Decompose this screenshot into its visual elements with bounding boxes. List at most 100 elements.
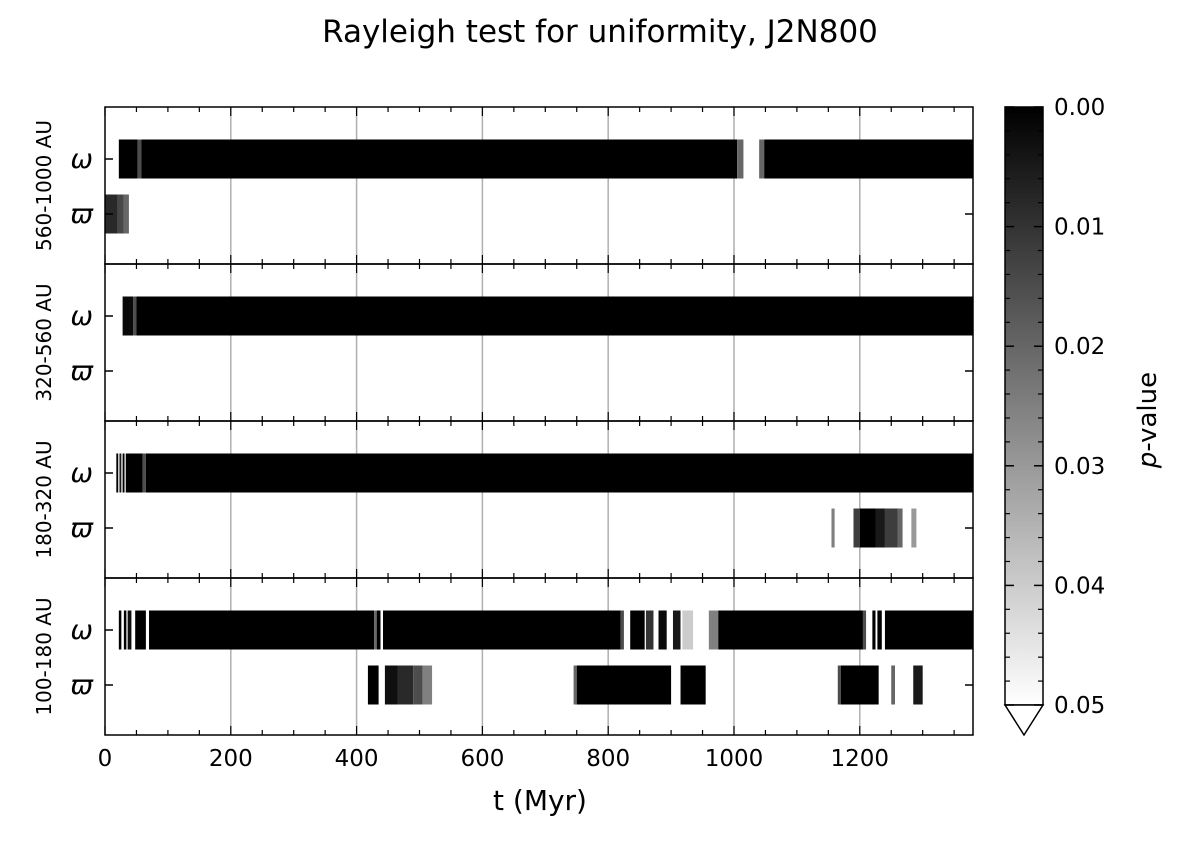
- row-label-ϖ: ϖ: [70, 199, 94, 230]
- colorbar-ticks: 0.00 0.01 0.02 0.03 0.04 0.05: [1005, 95, 1105, 719]
- band-ϖ-segment: [384, 665, 398, 705]
- x-axis: 0 200 400 600 800 1000 1200: [98, 746, 889, 772]
- x-tick-label: 1200: [831, 746, 890, 772]
- band-ω-segment: [737, 139, 744, 179]
- colorbar: 0.00 0.01 0.02 0.03 0.04 0.05 p-value: [1003, 95, 1163, 737]
- band-ω-segment: [118, 139, 138, 179]
- panel-180-320 AU: ωϖ 180-320 AU: [32, 420, 974, 579]
- band-ω-segment: [708, 610, 719, 650]
- band-ϖ-segment: [576, 665, 672, 705]
- panel-100-180 AU: ωϖ 100-180 AU: [32, 577, 974, 736]
- x-tick-label: 600: [460, 746, 504, 772]
- band-ϖ-segment: [884, 508, 898, 548]
- colorbar-gradient: [1004, 106, 1044, 706]
- row-label-ω: ω: [70, 144, 93, 175]
- band-ϖ-segment: [911, 508, 917, 548]
- band-ω-segment: [116, 453, 119, 493]
- row-label-ω: ω: [70, 615, 93, 646]
- x-axis-label: t (Myr): [493, 784, 587, 817]
- band-ω-segment: [135, 610, 146, 650]
- panel-frame: [104, 577, 974, 736]
- band-ω-segment: [877, 610, 882, 650]
- panel-frame: [104, 263, 974, 422]
- colorbar-tick-label: 0.04: [1054, 573, 1105, 599]
- band-ω-segment: [718, 610, 863, 650]
- row-label-ω: ω: [70, 301, 93, 332]
- band-ϖ-segment: [123, 194, 129, 234]
- band-ϖ-segment: [117, 194, 124, 234]
- band-ω-segment: [383, 610, 621, 650]
- band-ω-segment: [133, 296, 137, 336]
- band-ω-segment: [672, 610, 681, 650]
- x-tick-label: 400: [335, 746, 379, 772]
- band-ω-segment: [149, 610, 375, 650]
- band-ω-segment: [119, 453, 122, 493]
- row-label-ϖ: ϖ: [70, 670, 94, 701]
- band-ϖ-segment: [831, 508, 835, 548]
- band-ϖ-segment: [573, 665, 577, 705]
- row-label-ω: ω: [70, 458, 93, 489]
- band-ω-segment: [620, 610, 624, 650]
- band-ω-segment: [136, 296, 973, 336]
- band-ω-segment: [872, 610, 876, 650]
- band-ω-segment: [122, 453, 125, 493]
- band-ω-segment: [125, 453, 143, 493]
- band-ϖ-segment: [897, 508, 903, 548]
- band-ω-segment: [118, 610, 122, 650]
- chart-title: Rayleigh test for uniformity, J2N800: [322, 14, 878, 50]
- band-ω-segment: [658, 610, 667, 650]
- colorbar-tick-label: 0.00: [1054, 95, 1105, 121]
- colorbar-tick-label: 0.05: [1054, 693, 1105, 719]
- band-ω-segment: [759, 139, 765, 179]
- x-tick-label: 0: [98, 746, 113, 772]
- band-ϖ-segment: [397, 665, 414, 705]
- panel-label: 180-320 AU: [32, 440, 56, 558]
- colorbar-tick-label: 0.01: [1054, 215, 1105, 241]
- band-ω-segment: [645, 610, 654, 650]
- panel-label: 560-1000 AU: [32, 120, 56, 251]
- panel-frame: [104, 106, 974, 265]
- x-tick-label: 200: [209, 746, 253, 772]
- band-ω-segment: [123, 610, 127, 650]
- panel-frame: [104, 420, 974, 579]
- band-ϖ-segment: [853, 508, 860, 548]
- row-label-ϖ: ϖ: [70, 356, 94, 387]
- colorbar-label: p-value: [1133, 372, 1163, 469]
- band-ω-segment: [862, 610, 867, 650]
- band-ϖ-segment: [875, 508, 885, 548]
- band-ϖ-segment: [913, 665, 923, 705]
- panel-560-1000 AU: ωϖ 560-1000 AU: [32, 106, 974, 265]
- x-tick-label: 1000: [705, 746, 764, 772]
- band-ω-segment: [137, 139, 142, 179]
- band-ω-segment: [884, 610, 973, 650]
- row-label-ϖ: ϖ: [70, 513, 94, 544]
- band-ϖ-segment: [413, 665, 423, 705]
- band-ϖ-segment: [859, 508, 876, 548]
- band-ω-segment: [145, 453, 974, 493]
- panel-label: 100-180 AU: [32, 597, 56, 715]
- band-ω-segment: [374, 610, 377, 650]
- band-ω-segment: [142, 453, 146, 493]
- x-tick-label: 800: [586, 746, 630, 772]
- colorbar-label-italic: p: [1133, 452, 1163, 470]
- colorbar-tick-label: 0.03: [1054, 454, 1105, 480]
- band-ϖ-segment: [837, 665, 841, 705]
- band-ϖ-segment: [367, 665, 379, 705]
- band-ϖ-segment: [680, 665, 706, 705]
- band-ϖ-segment: [891, 665, 896, 705]
- band-ω-segment: [682, 610, 694, 650]
- colorbar-label-rest: -value: [1133, 372, 1163, 452]
- colorbar-extend-triangle: [1003, 704, 1045, 737]
- colorbar-tick-label: 0.02: [1054, 334, 1105, 360]
- band-ω-segment: [764, 139, 973, 179]
- band-ϖ-segment: [840, 665, 879, 705]
- band-ω-segment: [376, 610, 381, 650]
- band-ϖ-segment: [422, 665, 433, 705]
- band-ω-segment: [630, 610, 645, 650]
- band-ω-segment: [122, 296, 134, 336]
- panel-320-560 AU: ωϖ 320-560 AU: [32, 263, 974, 422]
- panel-label: 320-560 AU: [32, 283, 56, 401]
- band-ω-segment: [127, 610, 132, 650]
